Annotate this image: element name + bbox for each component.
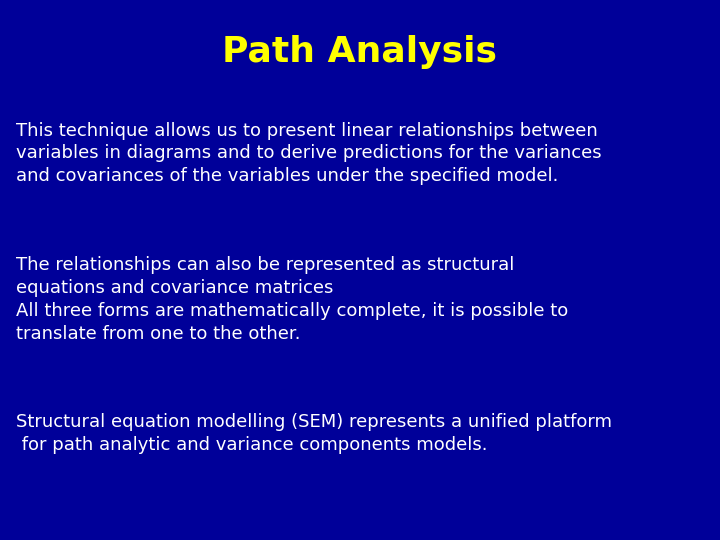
Text: The relationships can also be represented as structural
equations and covariance: The relationships can also be represente… (16, 256, 568, 343)
Text: This technique allows us to present linear relationships between
variables in di: This technique allows us to present line… (16, 122, 601, 185)
Text: Path Analysis: Path Analysis (222, 35, 498, 69)
Text: Structural equation modelling (SEM) represents a unified platform
 for path anal: Structural equation modelling (SEM) repr… (16, 413, 612, 454)
